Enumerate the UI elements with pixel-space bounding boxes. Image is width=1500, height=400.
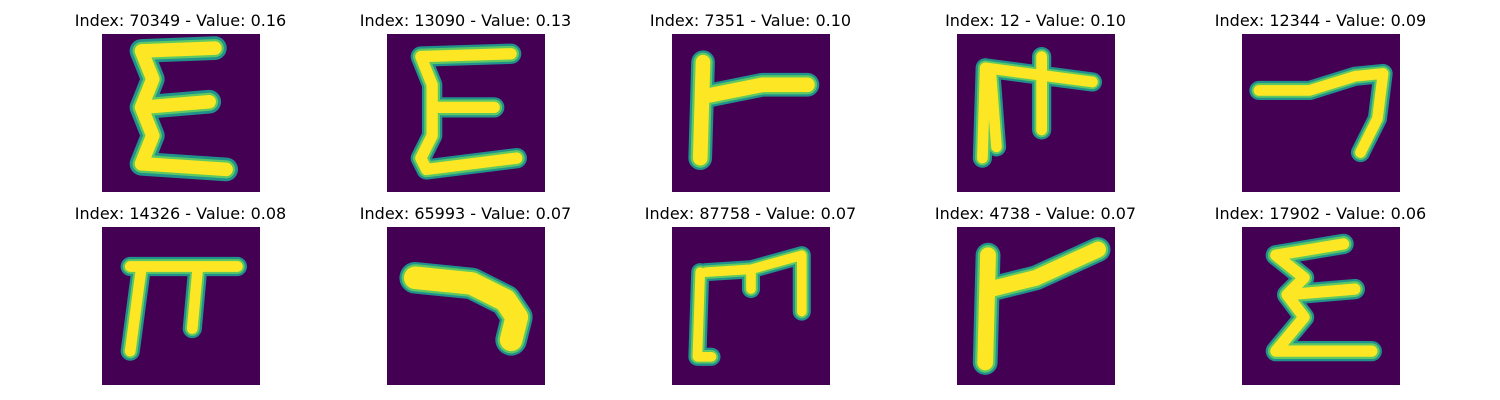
- glyph-pi-icon: [120, 256, 248, 361]
- glyph-image: [957, 34, 1115, 192]
- glyph-image: [672, 227, 830, 385]
- cell-title: Index: 12 - Value: 0.10: [945, 11, 1126, 30]
- cell-title: Index: 4738 - Value: 0.07: [934, 204, 1137, 223]
- glyph-image: [387, 34, 545, 192]
- glyph-image: [1242, 227, 1400, 385]
- grid-cell-8: Index: 87758 - Value: 0.07: [608, 193, 893, 385]
- glyph-gamma-rising-icon: [972, 237, 1111, 375]
- glyph-image: [102, 227, 260, 385]
- cell-title: Index: 17902 - Value: 0.06: [1214, 204, 1427, 223]
- glyph-hook-thick-icon: [399, 261, 533, 356]
- cell-title: Index: 13090 - Value: 0.13: [359, 11, 572, 30]
- glyph-image: [672, 34, 830, 192]
- cell-title: Index: 12344 - Value: 0.09: [1214, 11, 1427, 30]
- glyph-e-upright-2-icon: [410, 43, 527, 180]
- glyph-image: [102, 34, 260, 192]
- grid-cell-10: Index: 17902 - Value: 0.06: [1178, 193, 1463, 385]
- glyph-gamma-flat-icon: [688, 50, 820, 170]
- glyph-pi-cross-icon: [972, 46, 1103, 168]
- glyph-e-upright-icon: [129, 36, 238, 182]
- glyph-hook-right-icon: [1249, 63, 1393, 163]
- grid-cell-5: Index: 12344 - Value: 0.09: [1178, 0, 1463, 192]
- grid-cell-9: Index: 4738 - Value: 0.07: [893, 193, 1178, 385]
- glyph-image: [387, 227, 545, 385]
- cell-title: Index: 14326 - Value: 0.08: [74, 204, 287, 223]
- grid-cell-4: Index: 12 - Value: 0.10: [893, 0, 1178, 192]
- grid-cell-7: Index: 65993 - Value: 0.07: [323, 193, 608, 385]
- cell-title: Index: 70349 - Value: 0.16: [74, 11, 287, 30]
- grid-cell-6: Index: 14326 - Value: 0.08: [38, 193, 323, 385]
- cell-title: Index: 65993 - Value: 0.07: [359, 204, 572, 223]
- grid-cell-1: Index: 70349 - Value: 0.16: [38, 0, 323, 192]
- glyph-e-slant-icon: [1265, 233, 1382, 362]
- cell-title: Index: 7351 - Value: 0.10: [649, 11, 852, 30]
- cell-title: Index: 87758 - Value: 0.07: [644, 204, 857, 223]
- glyph-image: [957, 227, 1115, 385]
- glyph-m-frame-icon: [688, 246, 811, 366]
- glyph-image: [1242, 34, 1400, 192]
- grid-cell-3: Index: 7351 - Value: 0.10: [608, 0, 893, 192]
- grid-cell-2: Index: 13090 - Value: 0.13: [323, 0, 608, 192]
